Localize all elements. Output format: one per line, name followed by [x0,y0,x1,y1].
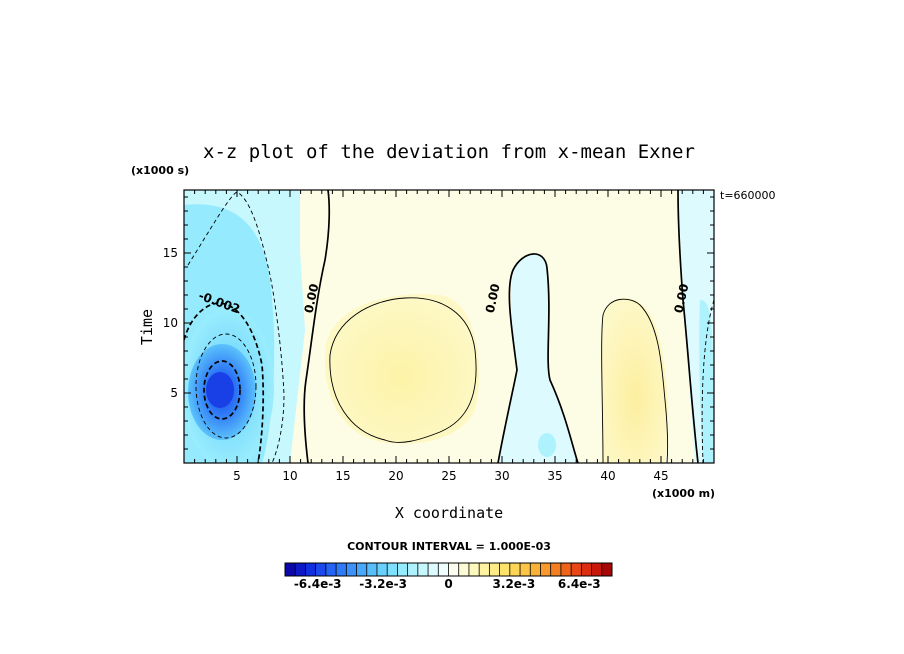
x-tick-label: 40 [600,469,615,483]
y-axis-label: Time [138,309,156,345]
x-tick-label: 5 [233,469,241,483]
colorbar-tick-label: -3.2e-3 [359,577,407,591]
colorbar-swatch [540,563,551,576]
colorbar-swatch [458,563,470,576]
colorbar-swatch [325,563,337,576]
x-tick-label: 35 [547,469,562,483]
contour-label: 0.00 [302,282,322,314]
x-tick-label: 15 [335,469,350,483]
x-unit-label: (x1000 m) [652,487,715,500]
colorbar-swatch [346,563,357,576]
colorbar-swatch [560,563,572,576]
x-axis-label: X coordinate [395,504,503,522]
colorbar-swatch [417,563,429,576]
colorbar-swatch [448,563,460,576]
colorbar-swatch [550,563,562,576]
colorbar-swatch [520,563,531,576]
colorbar-tick-label: -6.4e-3 [294,577,342,591]
colorbar-swatch [438,563,449,576]
colorbar-swatch [479,563,490,576]
colorbar-swatch [591,563,603,576]
x-tick-label: 45 [653,469,668,483]
filled-field [184,190,714,463]
colorbar-swatch [387,563,398,576]
colorbar-swatch [509,563,521,576]
colorbar: -6.4e-3 -3.2e-3 0 3.2e-3 6.4e-3 [284,562,613,591]
time-stamp: t=660000 [720,189,776,202]
colorbar-swatch [366,563,378,576]
colorbar-frame [284,562,613,577]
colorbar-swatch [499,563,511,576]
colorbar-swatch [305,563,316,576]
y-tick-label: 10 [163,316,178,330]
chart-title: x-z plot of the deviation from x-mean Ex… [203,141,695,163]
y-axis: 5 10 15 [163,196,714,450]
colorbar-swatch [530,563,541,576]
colorbar-swatch [407,563,419,576]
colorbar-swatch [581,563,592,576]
y-tick-label: 15 [163,246,178,260]
x-tick-label: 20 [388,469,403,483]
colorbar-swatch [336,563,347,576]
colorbar-tick-label: 6.4e-3 [558,577,601,591]
contour-lines [184,190,714,463]
x-tick-label: 30 [494,469,509,483]
colorbar-swatch [428,563,439,576]
y-tick-label: 5 [170,386,178,400]
y-unit-label: (x1000 s) [131,164,189,177]
colorbar-swatch [376,563,388,576]
colorbar-swatch [468,563,480,576]
contour-label: 0.00 [672,282,692,314]
x-tick-label: 10 [282,469,297,483]
colorbar-swatch [295,563,306,576]
colorbar-swatch [571,563,582,576]
colorbar-tick-label: 0 [444,577,452,591]
colorbar-swatch [315,563,327,576]
contour-label: 0.00 [483,282,503,314]
contour-interval-text: CONTOUR INTERVAL = 1.000E-03 [347,540,551,553]
colorbar-swatch [285,563,296,576]
x-tick-label: 25 [441,469,456,483]
colorbar-swatch [601,563,613,576]
colorbar-swatch [397,563,408,576]
colorbar-swatch [489,563,500,576]
colorbar-tick-label: 3.2e-3 [493,577,536,591]
colorbar-swatch [356,563,368,576]
x-axis: 5 10 15 20 25 30 35 40 45 [194,190,704,483]
